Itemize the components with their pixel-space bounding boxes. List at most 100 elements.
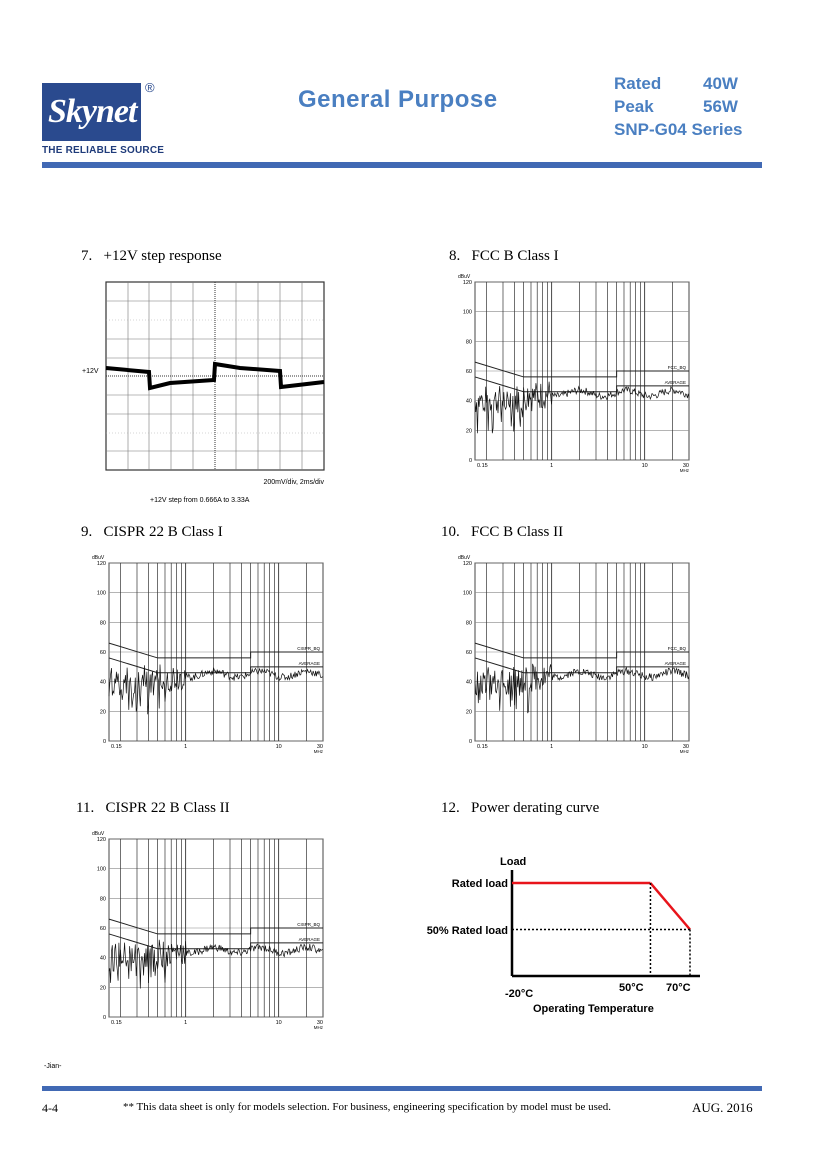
measured-trace — [474, 381, 690, 434]
average-limit-line — [474, 657, 689, 674]
footer-rule — [42, 1086, 762, 1091]
average-label: AVERAGE — [665, 380, 686, 385]
spec-peak-label: Peak — [614, 97, 654, 116]
x-tick-label: 30 — [317, 1020, 323, 1026]
section-10-title: 10. FCC B Class II — [441, 524, 564, 540]
section-9-title: 9. CISPR 22 B Class I — [81, 524, 223, 540]
derating-slope-segment — [649, 882, 691, 931]
half-load-label: 50% Rated load — [427, 925, 508, 937]
x-tick-label: 30 — [683, 463, 689, 469]
section-12-title: 12. Power derating curve — [441, 800, 600, 816]
x-tick-label: 30 — [317, 744, 323, 750]
brand-logo: Skynet — [42, 83, 141, 141]
derating-xlabel: Operating Temperature — [533, 1003, 654, 1015]
x-tick-label: 10 — [276, 1020, 282, 1026]
footer-note: ** This data sheet is only for models se… — [123, 1101, 611, 1113]
y-tick-label: 20 — [466, 428, 472, 434]
y-tick-label: 0 — [469, 458, 472, 464]
y-tick-label: 20 — [100, 709, 106, 715]
y-tick-label: 80 — [466, 339, 472, 345]
scope-caption: +12V step from 0.666A to 3.33A — [150, 497, 250, 504]
section-11-title: 11. CISPR 22 B Class II — [76, 800, 230, 816]
average-label: AVERAGE — [665, 661, 686, 666]
quasi-peak-limit-line — [474, 642, 689, 659]
x-tick-label: 1 — [184, 744, 187, 750]
y-tick-label: 100 — [97, 591, 106, 597]
section-7-title: 7. +12V step response — [81, 248, 222, 264]
measured-trace — [108, 664, 324, 715]
y-unit-label: dBuV — [458, 555, 471, 561]
y-tick-label: 120 — [97, 561, 106, 567]
x-unit-label: MHz — [680, 749, 690, 753]
y-tick-label: 120 — [463, 561, 472, 567]
spec-rated-label: Rated — [614, 74, 662, 93]
header-rule — [42, 162, 762, 168]
page-number: 4-4 — [42, 1101, 58, 1115]
y-tick-label: 80 — [100, 620, 106, 626]
x-max-label: 70°C — [666, 982, 691, 994]
y-tick-label: 80 — [100, 896, 106, 902]
x-unit-label: MHz — [314, 1025, 324, 1029]
y-tick-label: 20 — [100, 985, 106, 991]
x-tick-label: 10 — [276, 744, 282, 750]
y-unit-label: dBuV — [92, 831, 105, 837]
y-tick-label: 120 — [97, 837, 106, 843]
x-tick-label: 1 — [550, 463, 553, 469]
section-8-title: 8. FCC B Class I — [449, 248, 559, 264]
y-tick-label: 60 — [466, 650, 472, 656]
y-tick-label: 100 — [463, 310, 472, 316]
rated-load-label: Rated load — [452, 878, 508, 890]
x-unit-label: MHz — [680, 468, 690, 472]
x-tick-label: 10 — [642, 463, 648, 469]
average-label: AVERAGE — [299, 661, 320, 666]
scope-level-label: +12V — [82, 368, 99, 375]
average-limit-line — [108, 933, 323, 950]
logo-text: Skynet — [48, 93, 137, 130]
y-tick-label: 100 — [463, 591, 472, 597]
x-tick-label: 0.15 — [111, 1020, 122, 1026]
average-label: AVERAGE — [299, 937, 320, 942]
y-tick-label: 120 — [463, 280, 472, 286]
y-tick-label: 0 — [103, 739, 106, 745]
x-tick-label: 0.15 — [111, 744, 122, 750]
derating-ylabel: Load — [500, 856, 526, 868]
spec-rated-value: 40W — [703, 74, 738, 93]
limit-label: CISPR_BQ — [297, 646, 320, 651]
limit-label: FCC_BQ — [668, 646, 687, 651]
scope-step-response: +12V 200mV/div, 2ms/div +12V step from 0… — [82, 281, 325, 504]
y-tick-label: 0 — [103, 1015, 106, 1021]
x-tick-label: 10 — [642, 744, 648, 750]
y-tick-label: 0 — [469, 739, 472, 745]
document-title: General Purpose — [298, 86, 498, 113]
quasi-peak-limit-line — [108, 642, 323, 659]
side-mark: -Jian- — [44, 1063, 62, 1070]
scope-scale-label: 200mV/div, 2ms/div — [263, 479, 324, 486]
x-tick-label: 0.15 — [477, 463, 488, 469]
y-tick-label: 60 — [466, 369, 472, 375]
y-tick-label: 40 — [100, 680, 106, 686]
y-tick-label: 40 — [100, 956, 106, 962]
quasi-peak-limit-line — [474, 361, 689, 378]
y-tick-label: 60 — [100, 926, 106, 932]
x-mid-label: 50°C — [619, 982, 644, 994]
registered-mark: ® — [145, 80, 155, 95]
footer-date: AUG. 2016 — [692, 1100, 753, 1115]
measured-trace — [108, 939, 324, 989]
x-tick-label: 30 — [683, 744, 689, 750]
series-name: SNP-G04 Series — [614, 120, 743, 139]
y-tick-label: 60 — [100, 650, 106, 656]
brand-tagline: THE RELIABLE SOURCE — [42, 145, 165, 156]
x-tick-label: 0.15 — [477, 744, 488, 750]
y-tick-label: 40 — [466, 680, 472, 686]
y-tick-label: 100 — [97, 867, 106, 873]
x-unit-label: MHz — [314, 749, 324, 753]
limit-label: FCC_BQ — [668, 365, 687, 370]
limit-label: CISPR_BQ — [297, 922, 320, 927]
power-derating-chart: Load Rated load 50% Rated load -20°C 50°… — [427, 856, 700, 1015]
x-min-label: -20°C — [505, 988, 533, 1000]
x-tick-label: 1 — [184, 1020, 187, 1026]
x-tick-label: 1 — [550, 744, 553, 750]
